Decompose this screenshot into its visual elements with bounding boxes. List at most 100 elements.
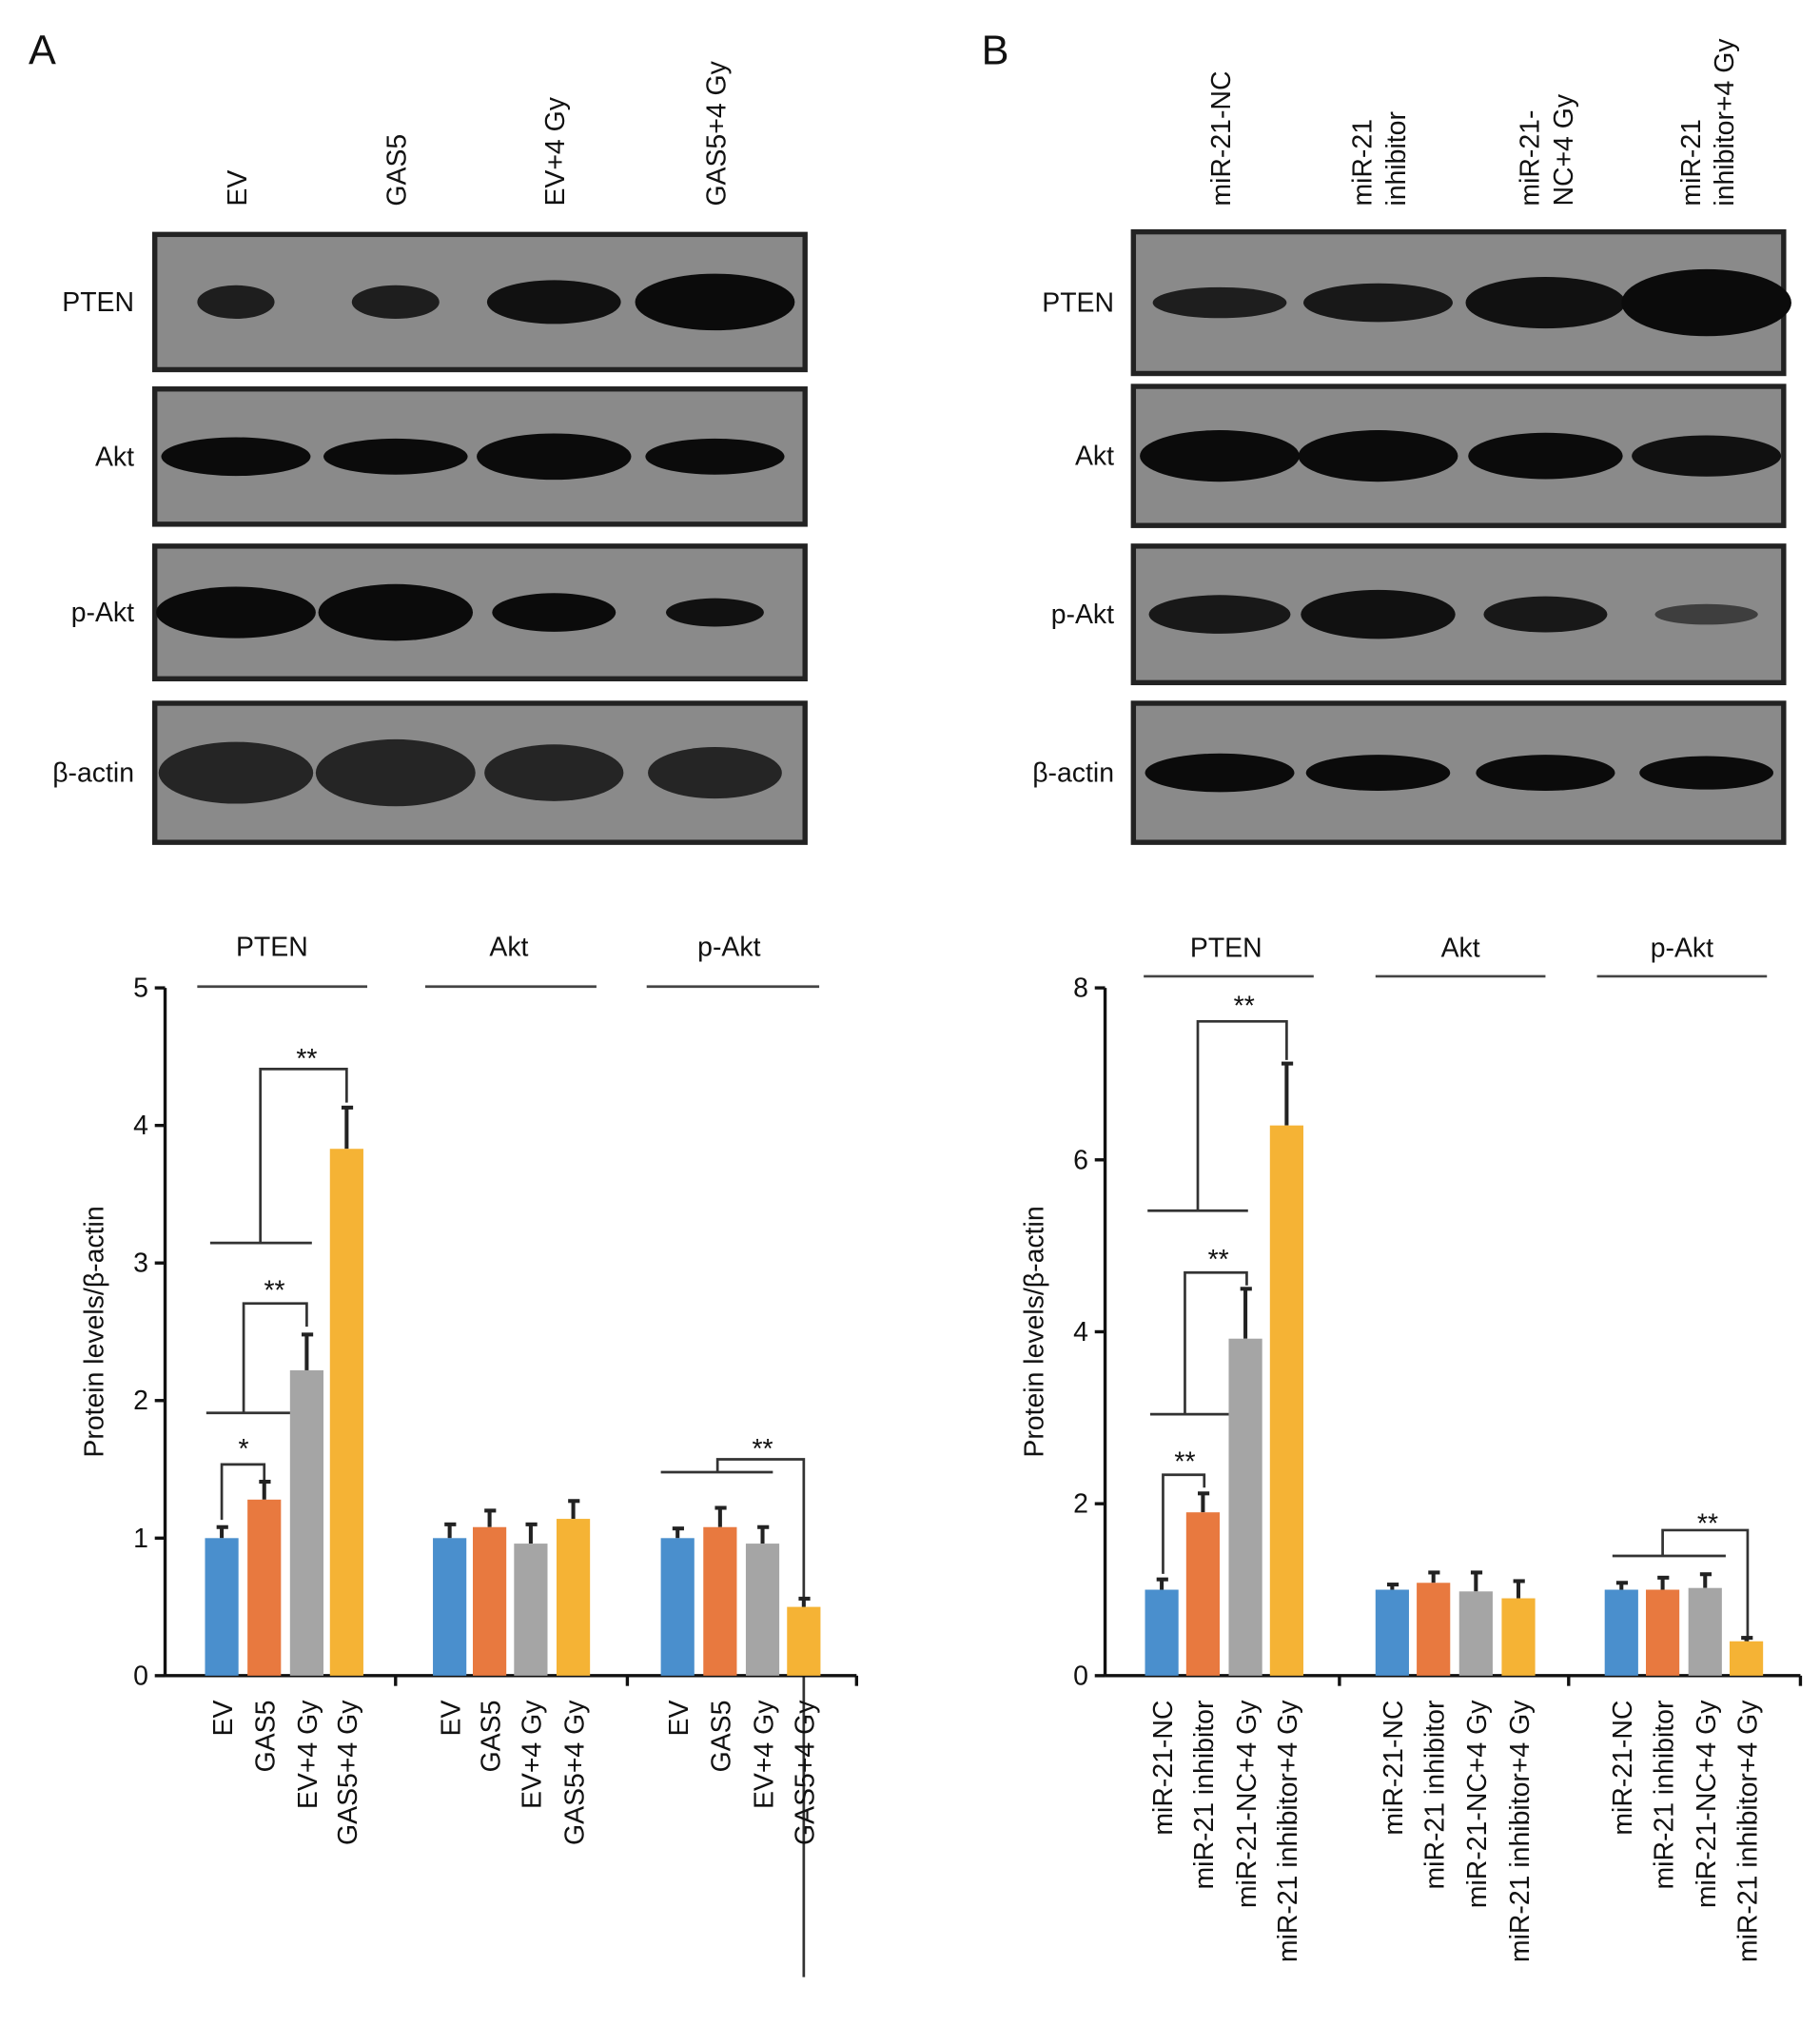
band (351, 285, 440, 319)
bracket (1612, 1528, 1750, 1662)
lane-label: inhibitor+4 Gy (1710, 38, 1740, 207)
lane-label: NC+4 Gy (1549, 93, 1579, 206)
y-tick-label: 6 (1073, 1145, 1088, 1175)
x-tick-label: miR-21 inhibitor (1189, 1701, 1220, 1890)
blot-label: β-actin (52, 758, 134, 789)
bar (1646, 1589, 1680, 1676)
bar (1604, 1589, 1638, 1676)
band (1302, 283, 1453, 323)
y-tick-label: 4 (133, 1111, 148, 1141)
bracket (220, 1463, 266, 1521)
x-tick-label: GAS5+4 Gy (559, 1700, 590, 1845)
band (156, 586, 316, 639)
band (1148, 595, 1291, 634)
lane-label: GAS5+4 Gy (701, 60, 732, 206)
significance: ** (1174, 1447, 1195, 1478)
bar (205, 1538, 239, 1676)
x-tick-label: EV+4 Gy (293, 1700, 323, 1809)
bar (787, 1606, 821, 1676)
bracket (209, 1068, 348, 1245)
bar (660, 1538, 695, 1676)
lane-label: miR-21- (1516, 110, 1546, 207)
bar (433, 1538, 467, 1676)
blot-label: PTEN (62, 287, 134, 318)
group-label: Akt (1441, 934, 1480, 964)
bar (247, 1499, 282, 1676)
y-tick-label: 0 (133, 1661, 148, 1691)
band (1140, 430, 1300, 482)
lane-label: miR-21 (1348, 119, 1379, 207)
band (1468, 432, 1623, 480)
bar (745, 1544, 780, 1676)
band (1305, 755, 1451, 792)
x-tick-label: miR-21 inhibitor+4 Gy (1505, 1700, 1536, 1962)
bar (1417, 1583, 1451, 1676)
lane-label: miR-21-NC (1206, 71, 1237, 207)
x-tick-label: GAS5 (251, 1701, 282, 1773)
x-tick-label: EV+4 Gy (749, 1700, 779, 1809)
x-tick-label: EV (436, 1701, 466, 1737)
x-tick-label: miR-21-NC (1608, 1701, 1638, 1836)
y-tick-label: 1 (133, 1524, 148, 1554)
significance: ** (752, 1434, 773, 1465)
lane-label: miR-21 (1676, 119, 1707, 207)
bar (556, 1519, 591, 1676)
band (645, 438, 785, 475)
y-tick-label: 3 (133, 1249, 148, 1279)
band (318, 583, 473, 641)
blot-label: β-actin (1032, 758, 1114, 789)
significance: ** (264, 1276, 285, 1307)
blot-label: p-Akt (1051, 600, 1114, 630)
band (323, 438, 468, 475)
bar (1269, 1125, 1303, 1676)
bar (1185, 1512, 1221, 1676)
x-tick-label: miR-21 inhibitor+4 Gy (1273, 1700, 1303, 1962)
lane-label: GAS5 (382, 134, 413, 207)
bar (1228, 1338, 1262, 1676)
bar (1375, 1589, 1409, 1676)
y-tick-label: 2 (1073, 1489, 1088, 1520)
x-tick-label: miR-21-NC (1148, 1701, 1179, 1836)
x-tick-label: miR-21-NC+4 Gy (1462, 1700, 1493, 1908)
significance-brackets (205, 1019, 1750, 1977)
x-tick-label: miR-21 inhibitor (1649, 1701, 1679, 1890)
bar (329, 1149, 363, 1676)
band (1654, 603, 1758, 625)
band (1298, 430, 1458, 482)
lane-label: EV+4 Gy (540, 96, 571, 206)
x-tick-label: EV+4 Gy (518, 1700, 548, 1809)
band (1465, 276, 1626, 329)
panel-letter: A (29, 29, 56, 74)
x-tick-label: miR-21-NC+4 Gy (1232, 1700, 1262, 1908)
band (1632, 435, 1782, 477)
bar (1145, 1589, 1179, 1676)
x-tick-label: EV (664, 1701, 695, 1737)
band (158, 741, 314, 804)
bracket (660, 1458, 806, 1977)
band (1152, 286, 1287, 319)
band (666, 598, 764, 627)
x-tick-label: miR-21 inhibitor (1420, 1701, 1451, 1890)
group-label: Akt (489, 932, 528, 962)
y-tick-label: 2 (133, 1386, 148, 1416)
bar (1458, 1591, 1493, 1676)
band (648, 747, 782, 799)
y-tick-label: 0 (1073, 1661, 1088, 1691)
bracket (1147, 1019, 1288, 1212)
bar (703, 1526, 737, 1676)
bar (514, 1544, 548, 1676)
significance: ** (1697, 1509, 1718, 1540)
x-tick-label: GAS5 (476, 1701, 506, 1773)
x-tick-label: EV (208, 1701, 239, 1737)
bracket (1162, 1473, 1206, 1574)
band (635, 273, 795, 331)
bar (1501, 1598, 1536, 1676)
group-label: p-Akt (697, 932, 760, 962)
bar (472, 1526, 507, 1676)
y-tick-label: 8 (1073, 974, 1088, 1004)
lane-label: EV (223, 170, 253, 207)
band (484, 744, 624, 801)
band (1621, 268, 1791, 337)
band (1639, 756, 1773, 790)
